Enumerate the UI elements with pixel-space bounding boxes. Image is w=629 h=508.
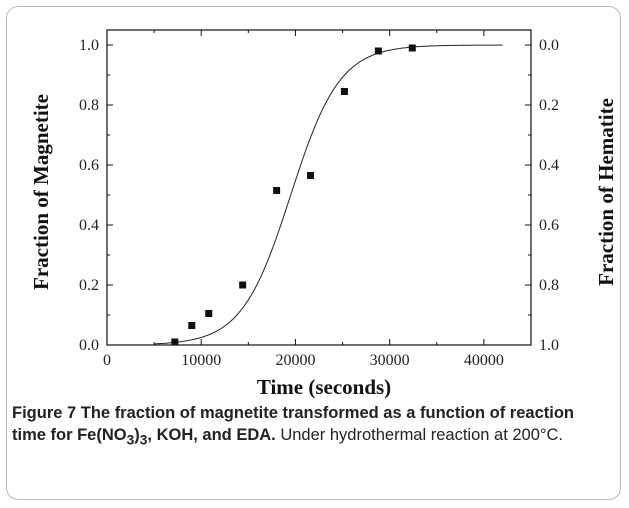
y-axis-label-left: Fraction of Magnetite [29, 94, 53, 290]
figure-caption: Figure 7 The fraction of magnetite trans… [12, 402, 612, 451]
chart: 0 10000 20000 30000 40000 0.0 1.0 0.2 0.8 0.4 0.6 0… [29, 29, 618, 399]
caption-title-1: The fraction of magnetite transformed as… [12, 404, 574, 444]
ticks: 0 10000 20000 30000 40000 0.0 1.0 0.2 0.8 0.4 0.6 0… [79, 30, 559, 369]
data-point [239, 281, 247, 289]
y-tick-label-left: 0.2 [79, 277, 99, 294]
y-tick-label-right: 1.0 [539, 337, 559, 354]
plot-frame [106, 29, 532, 346]
x-tick-label: 0 [103, 352, 111, 369]
data-point [273, 187, 281, 194]
y-tick-label-left: 0.4 [79, 217, 99, 234]
y-tick-label-right: 0.4 [539, 157, 559, 174]
y-tick-label-left: 1.0 [79, 37, 99, 54]
y-tick-label-left: 0.0 [79, 337, 99, 354]
data-points [171, 44, 416, 346]
x-tick-label: 30000 [370, 352, 410, 369]
y-tick-label-right: 0.0 [539, 37, 559, 54]
data-point [307, 172, 315, 179]
fit-curve [154, 44, 503, 345]
y-tick-label-right: 0.6 [539, 217, 559, 234]
data-point [188, 322, 196, 329]
y-tick-label-right: 0.8 [539, 277, 559, 294]
x-tick-label: 20000 [275, 352, 315, 369]
data-point [340, 88, 348, 95]
y-axis-label-right: Fraction of Hematite [594, 98, 618, 286]
data-point [374, 47, 382, 55]
y-tick-label-right: 0.2 [539, 97, 559, 114]
data-point [205, 310, 213, 317]
caption-body: Under hydrothermal reaction at 200°C. [275, 426, 563, 444]
figure-frame [6, 6, 621, 500]
caption-paren: ) [134, 426, 140, 444]
x-axis-label: Time (seconds) [257, 375, 391, 399]
y-tick-label-left: 0.8 [79, 97, 99, 114]
data-point [171, 338, 179, 346]
y-tick-label-left: 0.6 [79, 157, 99, 174]
data-point [408, 44, 416, 52]
caption-title-2: , KOH, and EDA. [147, 426, 276, 444]
caption-label: Figure 7 [12, 404, 77, 422]
caption-subscript-2: 3 [139, 432, 148, 448]
axes [106, 29, 532, 346]
x-tick-label: 40000 [464, 352, 504, 369]
x-tick-label: 10000 [181, 352, 221, 369]
caption-subscript-1: 3 [126, 432, 135, 448]
